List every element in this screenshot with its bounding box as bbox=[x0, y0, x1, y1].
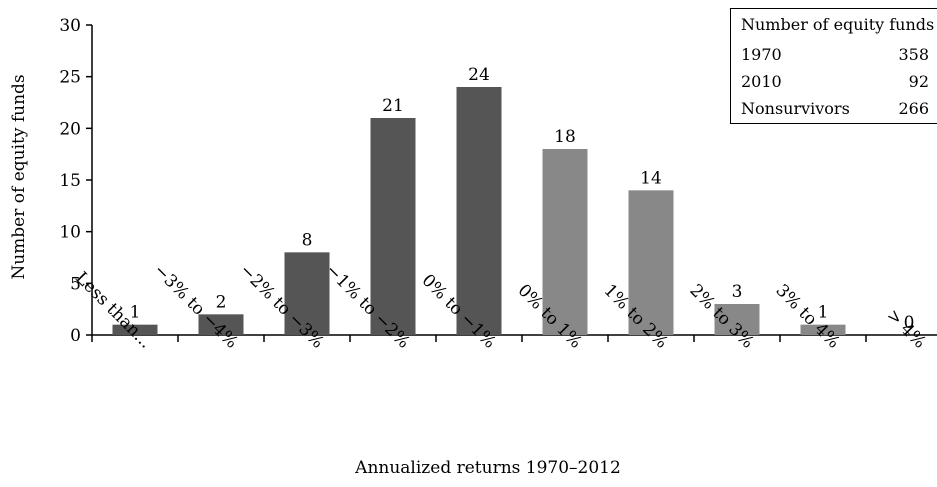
row-label: Nonsurvivors bbox=[741, 99, 850, 118]
bar bbox=[112, 324, 158, 335]
y-tick-label: 20 bbox=[59, 119, 81, 139]
y-tick-label: 0 bbox=[70, 326, 81, 346]
table-title: Number of equity funds bbox=[741, 15, 935, 34]
bar-value-label: 14 bbox=[640, 168, 662, 188]
fund-count-table: Number of equity funds 1970 358 2010 92 … bbox=[730, 8, 937, 124]
category-label: Less than... bbox=[71, 268, 155, 352]
y-axis-title: Number of equity funds bbox=[9, 74, 29, 279]
bar bbox=[800, 324, 846, 335]
bar bbox=[198, 314, 244, 335]
y-tick-label: 25 bbox=[59, 68, 81, 88]
y-axis: 0 5 10 15 20 25 30 bbox=[59, 16, 93, 346]
category-label: 3% to 4% bbox=[772, 281, 844, 353]
bar-value-label: 1 bbox=[130, 303, 141, 323]
bar bbox=[370, 118, 416, 335]
bar-value-label: 1 bbox=[818, 303, 829, 323]
data-labels: 1 2 8 21 24 18 14 3 1 0 bbox=[130, 65, 915, 333]
row-label: 1970 bbox=[741, 45, 782, 64]
y-tick-label: 10 bbox=[59, 223, 81, 243]
bars bbox=[112, 87, 846, 335]
bar-value-label: 3 bbox=[732, 282, 743, 302]
bar bbox=[714, 304, 760, 335]
row-label: 2010 bbox=[741, 72, 782, 91]
row-value: 266 bbox=[898, 99, 929, 118]
y-tick-label: 5 bbox=[70, 274, 81, 294]
bar-value-label: 8 bbox=[302, 230, 313, 250]
row-value: 358 bbox=[898, 45, 929, 64]
category-label: −3% to −4% bbox=[149, 260, 241, 352]
y-tick-label: 15 bbox=[59, 171, 81, 191]
bar bbox=[456, 87, 502, 335]
bar bbox=[628, 190, 674, 335]
bar-value-label: 24 bbox=[468, 65, 490, 85]
bar-value-label: 21 bbox=[382, 96, 404, 116]
bar-value-label: 0 bbox=[904, 313, 915, 333]
bar bbox=[284, 252, 330, 335]
bar-value-label: 18 bbox=[554, 127, 576, 147]
bar-value-label: 2 bbox=[216, 292, 227, 312]
row-value: 92 bbox=[908, 72, 929, 91]
y-tick-label: 30 bbox=[59, 16, 81, 36]
bar bbox=[542, 149, 588, 335]
x-axis-title: Annualized returns 1970–2012 bbox=[354, 458, 621, 478]
